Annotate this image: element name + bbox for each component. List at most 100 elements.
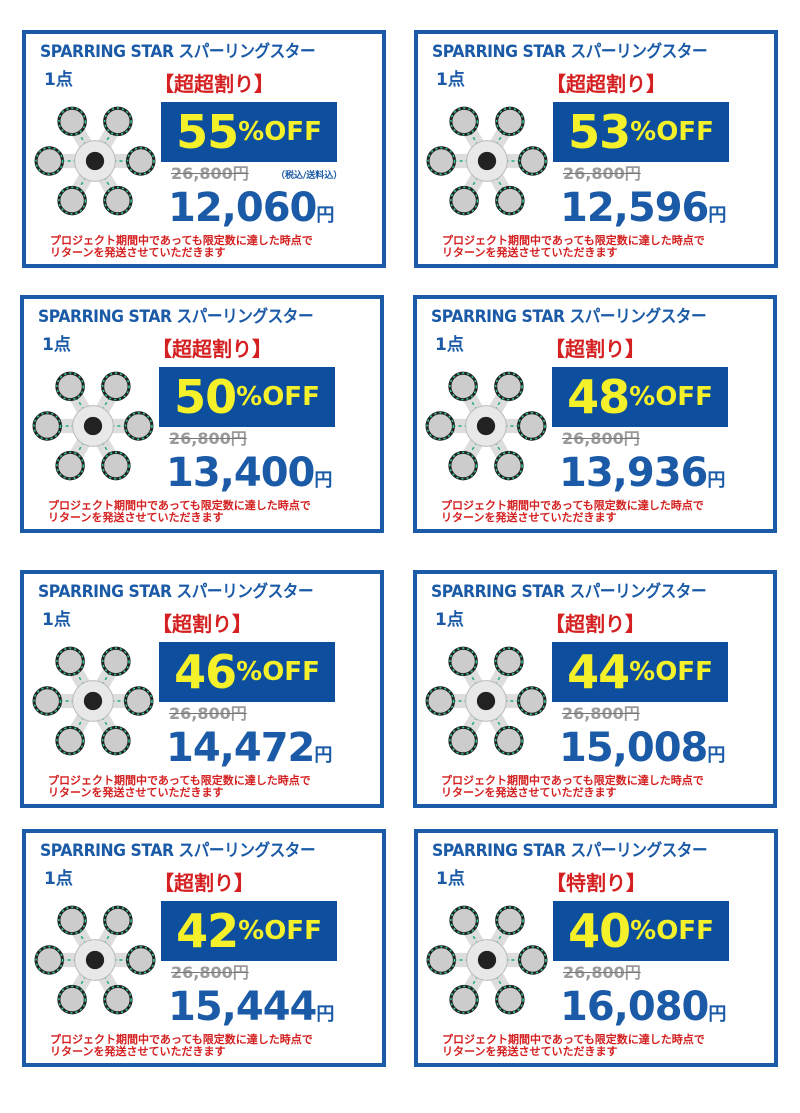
off-label: %OFF <box>238 916 322 946</box>
sparring-star-image <box>32 365 154 487</box>
quantity: 1点 <box>436 869 465 889</box>
tax-note: （税込/送料込） <box>276 171 343 181</box>
sparring-star-image <box>34 899 156 1021</box>
discount-tag: 【超超割り】 <box>546 72 666 96</box>
yen-label: 円 <box>314 470 333 491</box>
reward-card[interactable]: SPARRING STAR スパーリングスター 1点 【超割り】 46 %OFF … <box>20 570 384 808</box>
discount-percent: 44 <box>567 645 630 699</box>
discount-percent: 53 <box>568 105 631 159</box>
shipping-note: プロジェクト期間中であっても限定数に達した時点で リターンを発送させていただきま… <box>48 774 311 799</box>
original-price: 26,800円 <box>171 164 249 183</box>
discount-box: 50 %OFF <box>159 367 335 427</box>
discount-box: 44 %OFF <box>552 642 728 702</box>
quantity: 1点 <box>436 70 465 90</box>
discount-box: 48 %OFF <box>552 367 728 427</box>
reward-card[interactable]: SPARRING STAR スパーリングスター 1点 【超超割り】 55 %OFF… <box>22 30 386 268</box>
yen-label: 円 <box>707 470 726 491</box>
sparring-star-image <box>32 640 154 762</box>
quantity: 1点 <box>44 70 73 90</box>
shipping-note: プロジェクト期間中であっても限定数に達した時点で リターンを発送させていただきま… <box>441 774 704 799</box>
quantity: 1点 <box>435 335 464 355</box>
yen-label: 円 <box>316 205 335 226</box>
sale-price: 15,444円 <box>168 985 334 1029</box>
discount-percent: 46 <box>174 645 237 699</box>
reward-card[interactable]: SPARRING STAR スパーリングスター 1点 【特割り】 40 %OFF … <box>414 829 778 1067</box>
product-title: SPARRING STAR スパーリングスター <box>38 582 314 602</box>
price-value: 12,596 <box>560 185 709 231</box>
yen-label: 円 <box>707 745 726 766</box>
product-title: SPARRING STAR スパーリングスター <box>432 841 708 861</box>
original-price: 26,800円 <box>169 704 247 723</box>
discount-box: 55 %OFF <box>161 102 337 162</box>
price-value: 13,400 <box>166 450 315 496</box>
discount-box: 40 %OFF <box>553 901 729 961</box>
shipping-note: プロジェクト期間中であっても限定数に達した時点で リターンを発送させていただきま… <box>442 234 705 259</box>
sparring-star-image <box>425 365 547 487</box>
quantity: 1点 <box>42 610 71 630</box>
sparring-star-image <box>426 899 548 1021</box>
yen-label: 円 <box>708 205 727 226</box>
sale-price: 12,596円 <box>560 186 726 230</box>
discount-percent: 40 <box>568 904 631 958</box>
yen-label: 円 <box>316 1004 335 1025</box>
price-value: 13,936 <box>559 450 708 496</box>
shipping-note: プロジェクト期間中であっても限定数に達した時点で リターンを発送させていただきま… <box>48 499 311 524</box>
sale-price: 13,400円 <box>166 451 332 495</box>
off-label: %OFF <box>236 382 320 412</box>
original-price: 26,800円 <box>171 963 249 982</box>
product-title: SPARRING STAR スパーリングスター <box>431 582 707 602</box>
sparring-star-image <box>425 640 547 762</box>
quantity: 1点 <box>42 335 71 355</box>
product-title: SPARRING STAR スパーリングスター <box>40 42 316 62</box>
yen-label: 円 <box>314 745 333 766</box>
discount-box: 42 %OFF <box>161 901 337 961</box>
reward-card[interactable]: SPARRING STAR スパーリングスター 1点 【超割り】 42 %OFF … <box>22 829 386 1067</box>
discount-percent: 48 <box>567 370 630 424</box>
sparring-star-image <box>426 100 548 222</box>
discount-tag: 【超超割り】 <box>154 72 274 96</box>
product-title: SPARRING STAR スパーリングスター <box>38 307 314 327</box>
sale-price: 15,008円 <box>559 726 725 770</box>
shipping-note: プロジェクト期間中であっても限定数に達した時点で リターンを発送させていただきま… <box>50 234 313 259</box>
off-label: %OFF <box>236 657 320 687</box>
off-label: %OFF <box>629 657 713 687</box>
reward-card[interactable]: SPARRING STAR スパーリングスター 1点 【超超割り】 50 %OFF… <box>20 295 384 533</box>
discount-tag: 【超割り】 <box>545 337 645 361</box>
off-label: %OFF <box>629 382 713 412</box>
product-title: SPARRING STAR スパーリングスター <box>40 841 316 861</box>
price-value: 15,444 <box>168 984 317 1030</box>
reward-card[interactable]: SPARRING STAR スパーリングスター 1点 【超割り】 44 %OFF … <box>413 570 777 808</box>
original-price: 26,800円 <box>169 429 247 448</box>
reward-card[interactable]: SPARRING STAR スパーリングスター 1点 【超超割り】 53 %OFF… <box>414 30 778 268</box>
discount-percent: 55 <box>176 105 239 159</box>
yen-label: 円 <box>708 1004 727 1025</box>
price-value: 16,080 <box>560 984 709 1030</box>
discount-tag: 【超割り】 <box>545 612 645 636</box>
sale-price: 14,472円 <box>166 726 332 770</box>
price-value: 15,008 <box>559 725 708 771</box>
shipping-note: プロジェクト期間中であっても限定数に達した時点で リターンを発送させていただきま… <box>50 1033 313 1058</box>
product-title: SPARRING STAR スパーリングスター <box>431 307 707 327</box>
discount-percent: 42 <box>176 904 239 958</box>
off-label: %OFF <box>630 117 714 147</box>
shipping-note: プロジェクト期間中であっても限定数に達した時点で リターンを発送させていただきま… <box>441 499 704 524</box>
quantity: 1点 <box>44 869 73 889</box>
product-title: SPARRING STAR スパーリングスター <box>432 42 708 62</box>
discount-box: 53 %OFF <box>553 102 729 162</box>
off-label: %OFF <box>238 117 322 147</box>
sale-price: 16,080円 <box>560 985 726 1029</box>
sparring-star-image <box>34 100 156 222</box>
sale-price: 12,060円 <box>168 186 334 230</box>
shipping-note: プロジェクト期間中であっても限定数に達した時点で リターンを発送させていただきま… <box>442 1033 705 1058</box>
original-price: 26,800円 <box>562 429 640 448</box>
discount-box: 46 %OFF <box>159 642 335 702</box>
reward-card[interactable]: SPARRING STAR スパーリングスター 1点 【超割り】 48 %OFF … <box>413 295 777 533</box>
sale-price: 13,936円 <box>559 451 725 495</box>
discount-tag: 【超超割り】 <box>152 337 272 361</box>
price-value: 12,060 <box>168 185 317 231</box>
discount-percent: 50 <box>174 370 237 424</box>
discount-tag: 【超割り】 <box>152 612 252 636</box>
original-price: 26,800円 <box>563 164 641 183</box>
price-value: 14,472 <box>166 725 315 771</box>
quantity: 1点 <box>435 610 464 630</box>
